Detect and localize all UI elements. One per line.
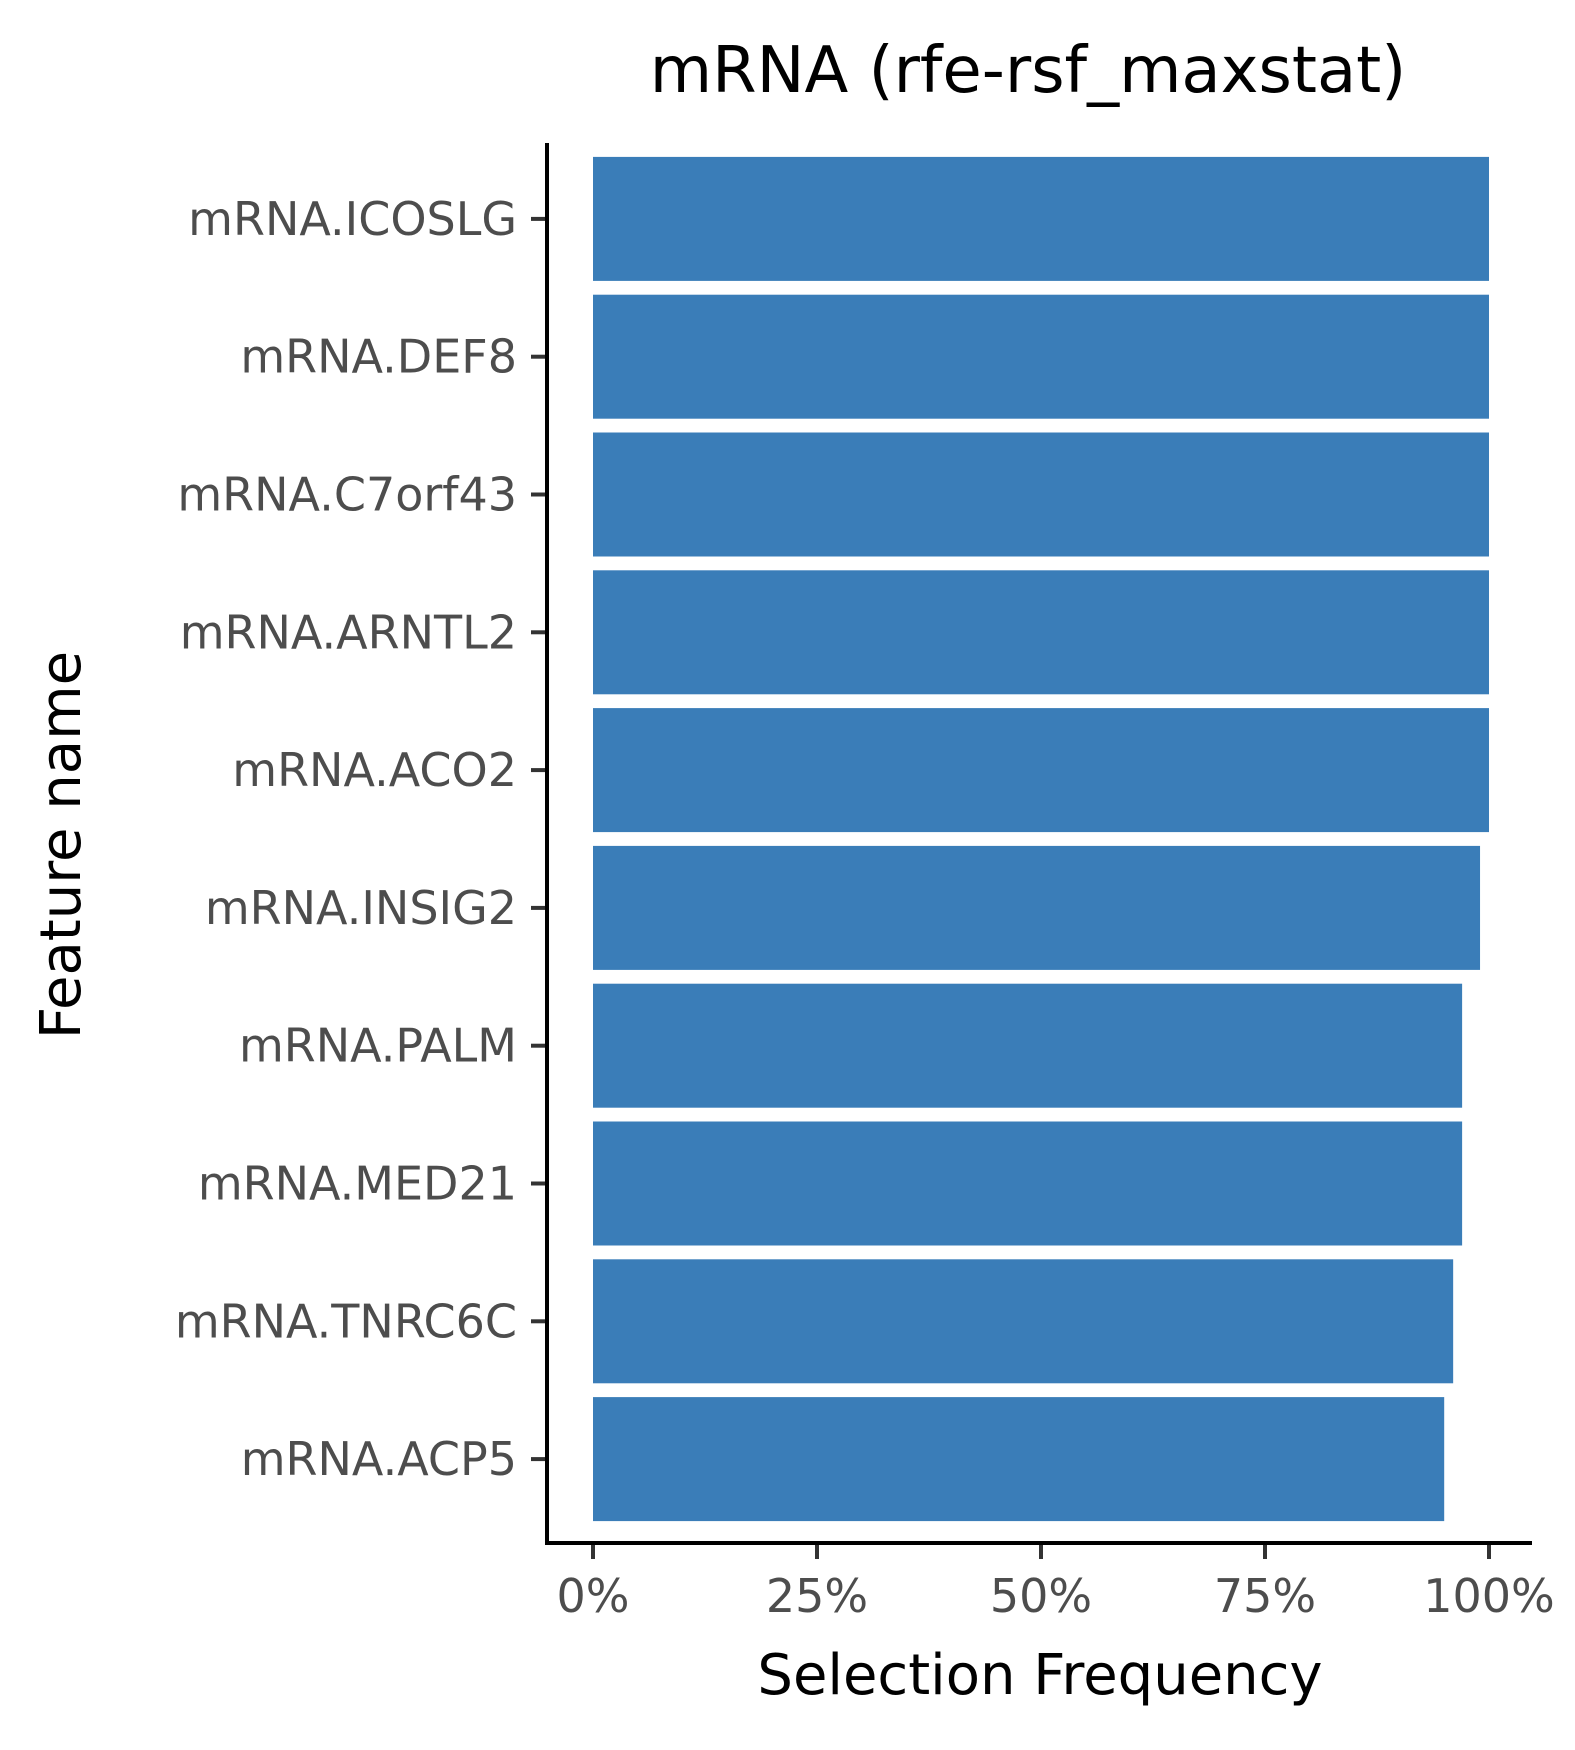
y-tick-label: mRNA.C7orf43 bbox=[177, 468, 517, 522]
x-tick-label: 75% bbox=[1214, 1569, 1316, 1623]
bars-group bbox=[593, 156, 1489, 1522]
y-axis-ticks: mRNA.ICOSLG mRNA.DEF8 mRNA.C7orf43 mRNA.ARN… bbox=[175, 192, 545, 1486]
bar-mrna-def8 bbox=[593, 294, 1489, 419]
bar-mrna-palm bbox=[593, 983, 1463, 1108]
x-axis-title: Selection Frequency bbox=[757, 1643, 1322, 1708]
bar-mrna-tnrc6c bbox=[593, 1259, 1454, 1384]
bar-mrna-acp5 bbox=[593, 1397, 1445, 1522]
y-tick-label: mRNA.DEF8 bbox=[240, 330, 517, 384]
bar-mrna-med21 bbox=[593, 1121, 1463, 1246]
x-tick-label: 25% bbox=[766, 1569, 868, 1623]
y-tick-label: mRNA.ACP5 bbox=[241, 1432, 517, 1486]
bar-mrna-icoslg bbox=[593, 156, 1489, 281]
y-tick-label: mRNA.TNRC6C bbox=[175, 1294, 517, 1348]
x-tick-label: 0% bbox=[557, 1569, 630, 1623]
bar-mrna-insig2 bbox=[593, 845, 1481, 970]
y-axis-title: Feature name bbox=[29, 651, 94, 1039]
y-tick-label: mRNA.ARNTL2 bbox=[180, 605, 517, 659]
y-tick-label: mRNA.ICOSLG bbox=[188, 192, 517, 246]
x-tick-label: 100% bbox=[1423, 1569, 1555, 1623]
bar-mrna-c7orf43 bbox=[593, 432, 1489, 557]
y-tick-label: mRNA.INSIG2 bbox=[205, 881, 517, 935]
x-axis-ticks: 0% 25% 50% 75% 100% bbox=[557, 1545, 1555, 1623]
y-tick-label: mRNA.MED21 bbox=[198, 1157, 517, 1211]
bar-mrna-arntl2 bbox=[593, 570, 1489, 695]
chart-title: mRNA (rfe-rsf_maxstat) bbox=[650, 34, 1406, 108]
y-tick-label: mRNA.ACO2 bbox=[232, 743, 517, 797]
bar-mrna-aco2 bbox=[593, 708, 1489, 833]
x-tick-label: 50% bbox=[990, 1569, 1092, 1623]
y-tick-label: mRNA.PALM bbox=[239, 1019, 517, 1073]
